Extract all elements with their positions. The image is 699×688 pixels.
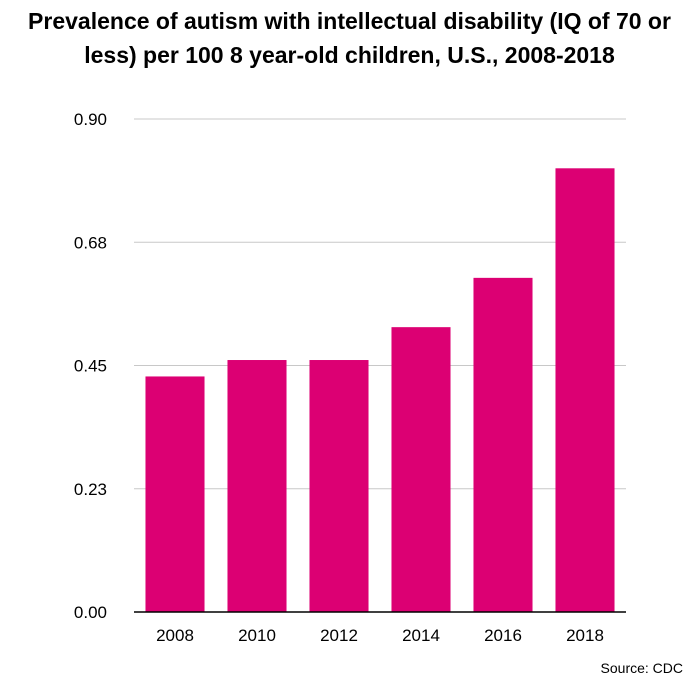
y-tick-label: 0.68 [74, 233, 107, 252]
x-tick-label: 2010 [238, 626, 276, 645]
bar-2014 [391, 327, 451, 612]
x-tick-label: 2018 [566, 626, 604, 645]
x-tick-label: 2016 [484, 626, 522, 645]
bar-2008 [145, 376, 205, 612]
y-tick-label: 0.00 [74, 603, 107, 622]
chart-title: Prevalence of autism with intellectual d… [28, 8, 671, 68]
y-tick-label: 0.23 [74, 480, 107, 499]
bar-2010 [227, 360, 287, 612]
y-tick-label: 0.45 [74, 357, 107, 376]
y-axis-tick-labels: 0.00 0.23 0.45 0.68 0.90 [74, 110, 107, 622]
y-tick-label: 0.90 [74, 110, 107, 129]
x-tick-label: 2014 [402, 626, 440, 645]
source-note: Source: CDC [600, 660, 683, 676]
x-tick-label: 2012 [320, 626, 358, 645]
bar-2012 [309, 360, 369, 612]
x-axis-tick-labels: 2008 2010 2012 2014 2016 2018 [156, 626, 604, 645]
bar-2018 [555, 168, 615, 613]
bar-2016 [473, 277, 533, 612]
x-tick-label: 2008 [156, 626, 194, 645]
gridlines [134, 118, 626, 490]
bars [145, 168, 615, 613]
